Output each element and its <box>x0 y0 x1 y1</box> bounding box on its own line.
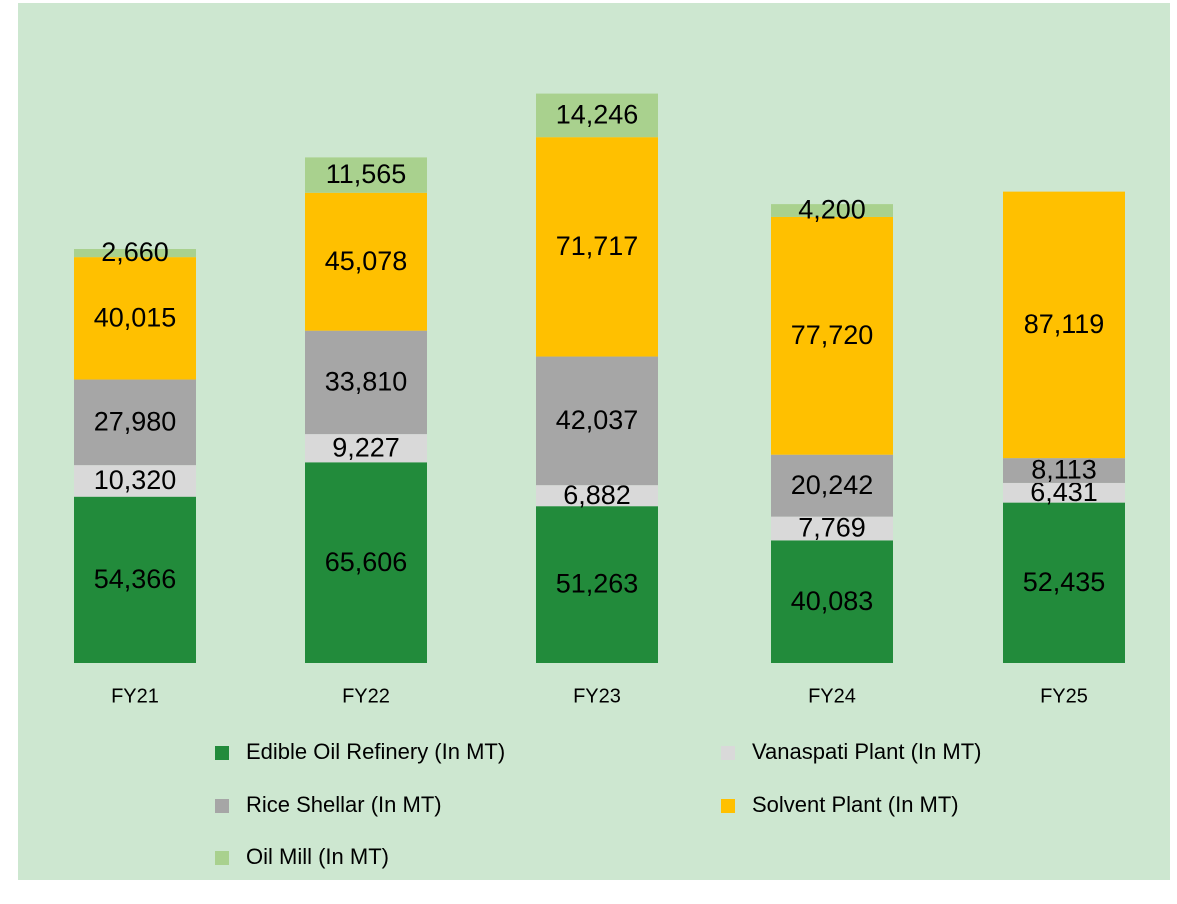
bar-segment <box>1003 502 1125 663</box>
value-label: 27,980 <box>94 406 177 436</box>
legend-label: Oil Mill (In MT) <box>246 844 389 869</box>
value-label: 77,720 <box>791 320 874 350</box>
legend-label: Solvent Plant (In MT) <box>752 792 959 817</box>
bar-segment <box>74 257 196 380</box>
value-label: 40,083 <box>791 586 874 616</box>
value-label: 9,227 <box>332 432 400 462</box>
value-label: 52,435 <box>1023 567 1106 597</box>
bar-segment <box>305 330 427 435</box>
legend-label: Vanaspati Plant (In MT) <box>752 739 981 764</box>
bar-segment <box>771 216 893 455</box>
legend-swatch <box>215 746 229 760</box>
value-label: 14,246 <box>556 100 639 130</box>
value-label: 10,320 <box>94 465 177 495</box>
value-label: 4,200 <box>798 195 866 225</box>
legend-label: Rice Shellar (In MT) <box>246 792 442 817</box>
legend-swatch <box>215 799 229 813</box>
x-tick-label: FY21 <box>111 685 159 707</box>
value-label: 71,717 <box>556 231 639 261</box>
value-label: 11,565 <box>326 159 407 189</box>
bar-segment <box>74 465 196 497</box>
x-tick-label: FY24 <box>808 685 856 707</box>
bar-segment <box>536 506 658 663</box>
bar-segment <box>74 249 196 258</box>
bar-segment <box>536 356 658 486</box>
bar-segment <box>305 462 427 663</box>
value-label: 20,242 <box>791 470 874 500</box>
bar-segment <box>1003 458 1125 483</box>
bar-segment <box>305 192 427 331</box>
bar-segment <box>536 93 658 138</box>
legend-swatch <box>721 799 735 813</box>
bar-segment <box>1003 482 1125 503</box>
bar-segment <box>305 157 427 193</box>
bar-segment <box>536 485 658 507</box>
bar-segment <box>305 434 427 463</box>
legend-swatch <box>721 746 735 760</box>
bar-segment <box>1003 191 1125 459</box>
bar-segment <box>771 204 893 217</box>
value-label: 2,660 <box>101 237 169 267</box>
value-label: 42,037 <box>556 405 639 435</box>
value-label: 7,769 <box>798 513 866 543</box>
bar-segment <box>74 496 196 663</box>
bar-segment <box>536 137 658 357</box>
value-label: 65,606 <box>325 547 408 577</box>
value-label: 54,366 <box>94 564 177 594</box>
value-label: 45,078 <box>325 246 408 276</box>
x-tick-label: FY23 <box>573 685 621 707</box>
bar-segment <box>771 540 893 663</box>
value-label: 51,263 <box>556 569 639 599</box>
bar-segment <box>771 454 893 517</box>
bar-segment <box>771 516 893 541</box>
legend-label: Edible Oil Refinery (In MT) <box>246 739 505 764</box>
x-tick-label: FY25 <box>1040 685 1088 707</box>
value-label: 33,810 <box>325 367 408 397</box>
legend-swatch <box>215 851 229 865</box>
value-label: 40,015 <box>94 302 177 332</box>
value-label: 8,113 <box>1031 455 1097 485</box>
x-tick-label: FY22 <box>342 685 390 707</box>
bar-segment <box>74 379 196 466</box>
value-label: 87,119 <box>1024 309 1105 339</box>
